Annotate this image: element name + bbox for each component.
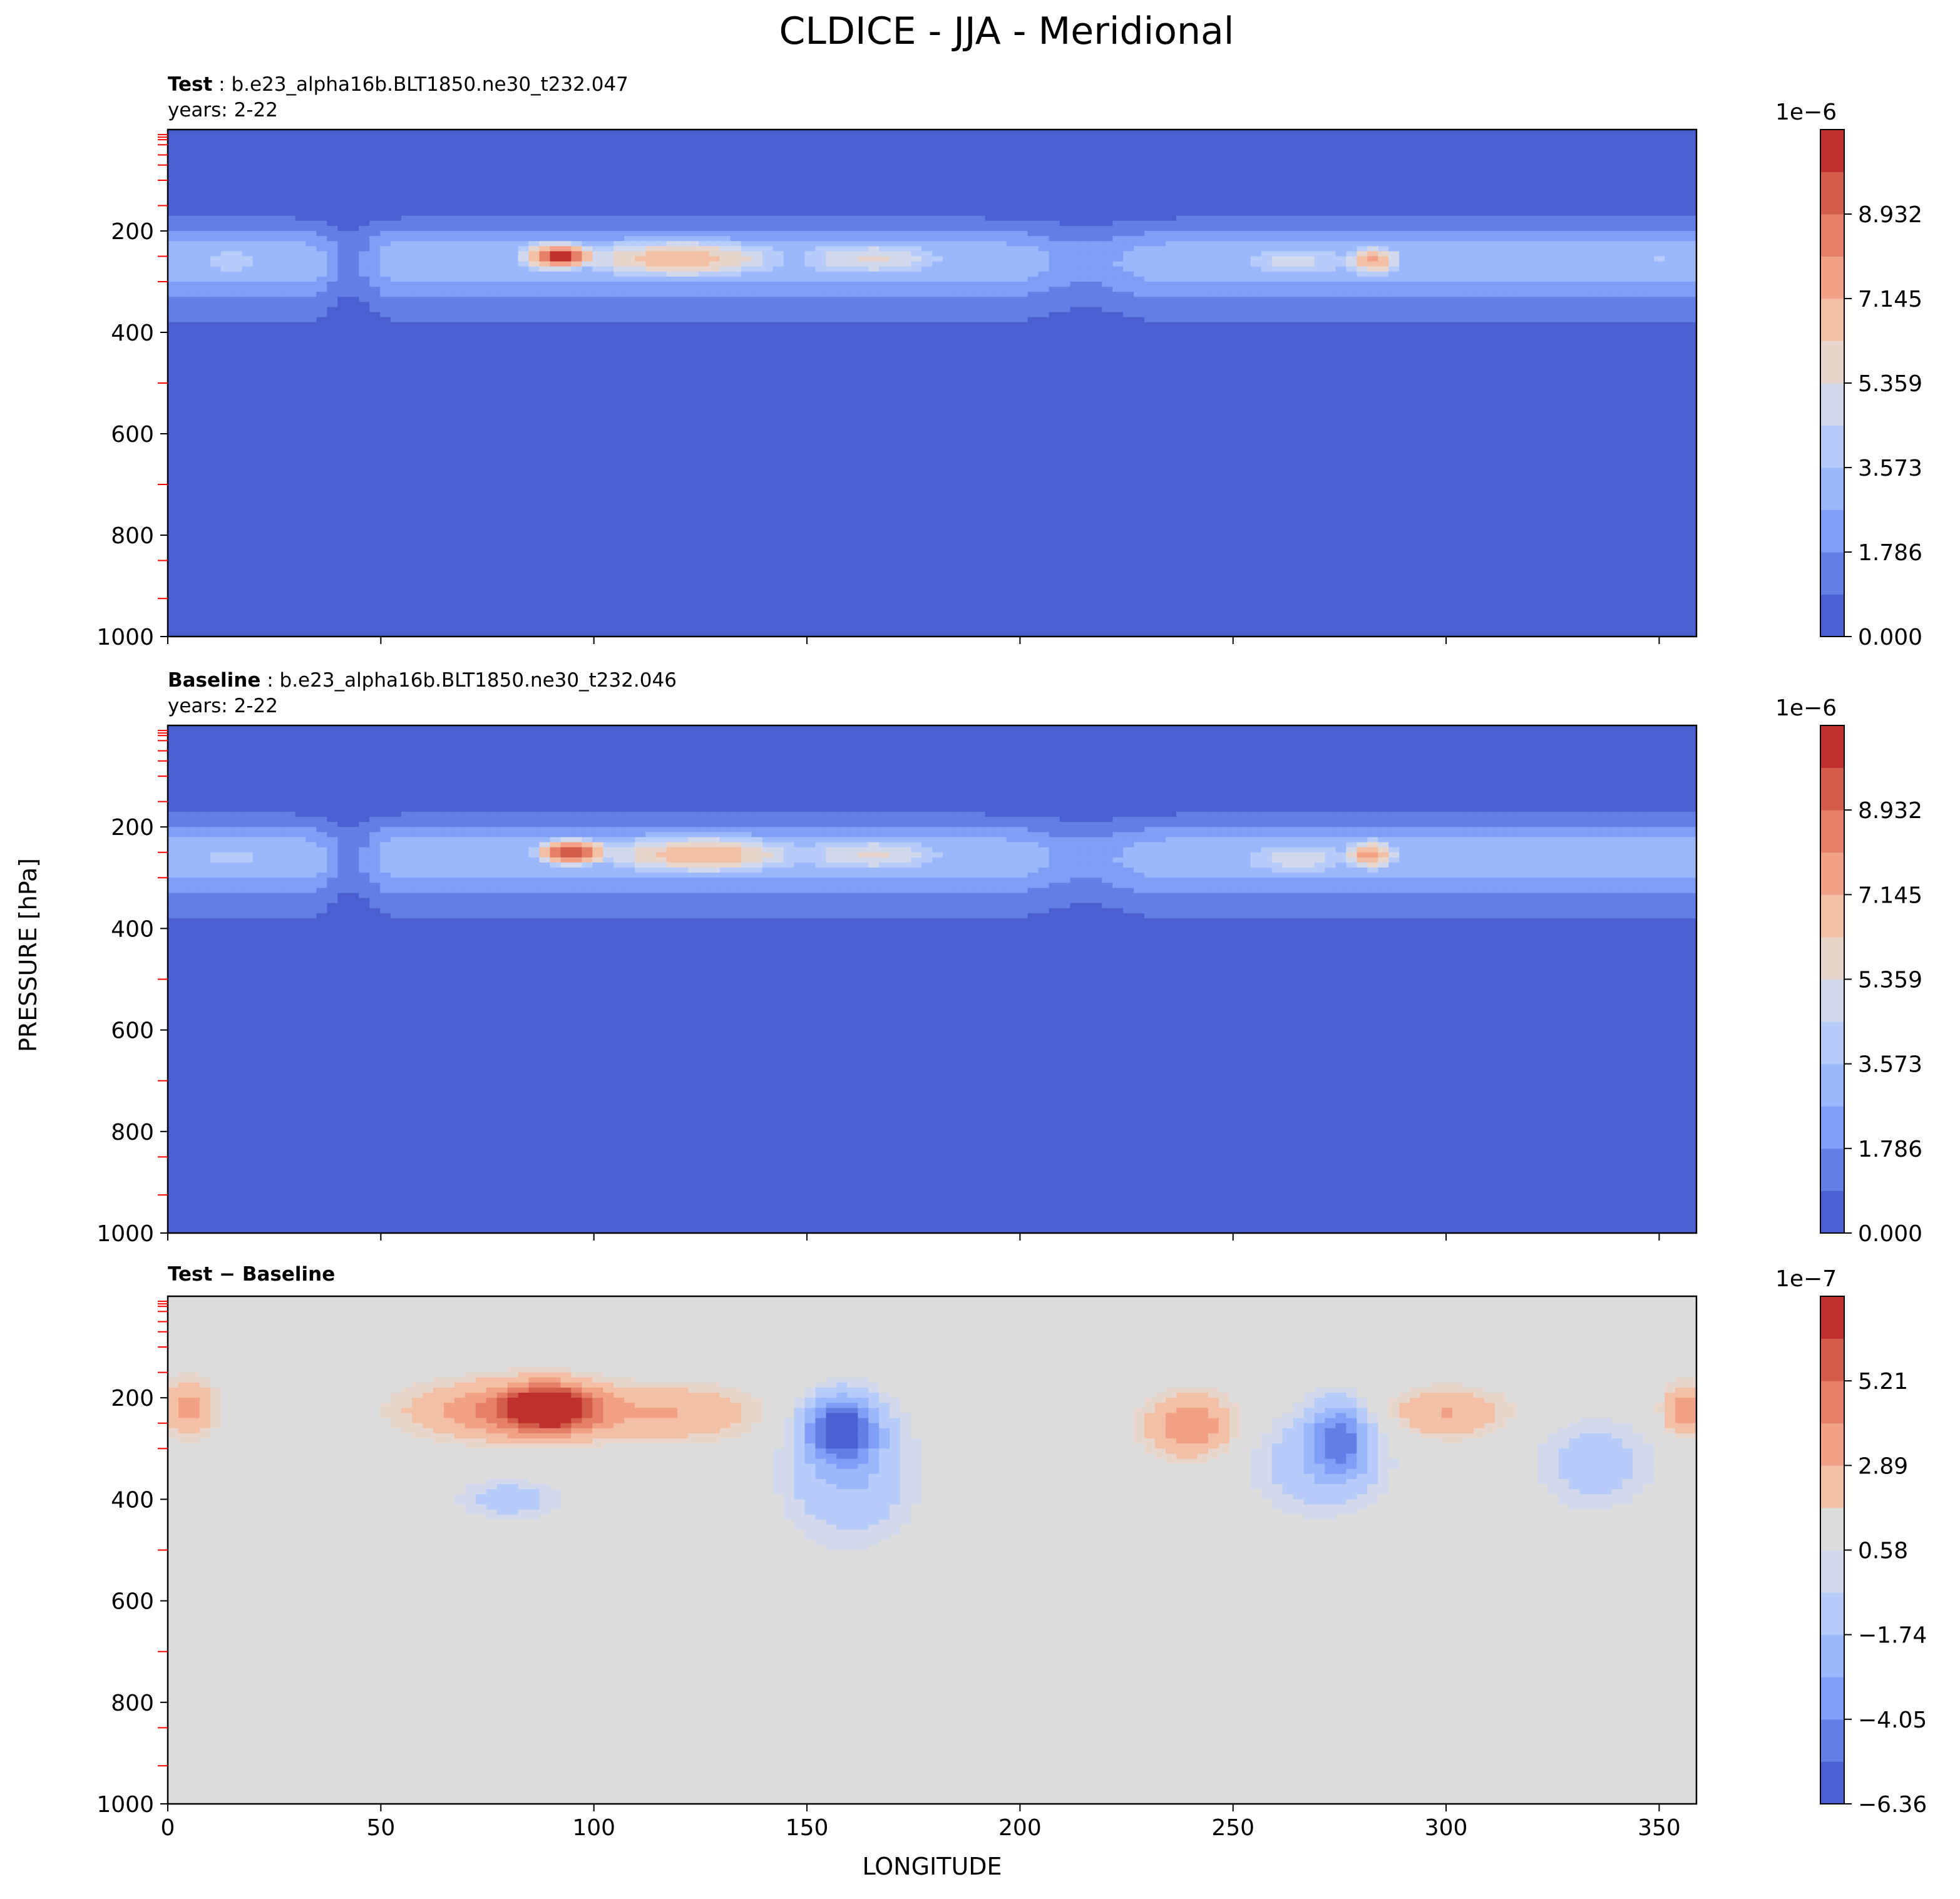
colorbar-swatch <box>1820 552 1844 595</box>
colorbar: 0.000 1.786 3.573 5.359 7.145 8.932 1e−6 <box>1775 695 1922 1247</box>
colorbar-swatch <box>1820 1338 1844 1381</box>
y-tick-label: 600 <box>111 422 154 448</box>
colorbar-swatch <box>1820 214 1844 257</box>
colorbar-tick-label: 7.145 <box>1858 883 1922 908</box>
colorbar-swatch <box>1820 1063 1844 1107</box>
colorbar-swatch <box>1820 1592 1844 1635</box>
x-tick-label: 200 <box>998 1815 1042 1841</box>
colorbar-swatch <box>1820 509 1844 553</box>
colorbar-swatch <box>1820 1677 1844 1720</box>
contour-field <box>168 725 1696 1233</box>
y-tick-label: 200 <box>111 815 154 841</box>
colorbar-swatch <box>1820 894 1844 938</box>
colorbar-swatch <box>1820 340 1844 384</box>
colorbar-swatch <box>1820 130 1844 172</box>
x-tick-label: 150 <box>786 1815 829 1841</box>
colorbar-tick-label: 7.145 <box>1858 287 1922 312</box>
x-axis-label: LONGITUDE <box>862 1853 1002 1880</box>
y-tick-label: 600 <box>111 1589 154 1615</box>
colorbar-tick-label: 2.89 <box>1858 1453 1908 1479</box>
x-tick-label: 100 <box>572 1815 615 1841</box>
colorbar-tick-label: −4.05 <box>1858 1707 1927 1733</box>
colorbar-swatch <box>1820 1465 1844 1508</box>
y-tick-label: 800 <box>111 1120 154 1145</box>
colorbar-tick-label: 5.359 <box>1858 968 1922 993</box>
x-tick-label: 350 <box>1638 1815 1681 1841</box>
colorbar-tick-label: 3.573 <box>1858 456 1922 481</box>
colorbar-swatch <box>1820 256 1844 299</box>
panel-baseline: Baseline : b.e23_alpha16b.BLT1850.ne30_t… <box>96 669 1922 1247</box>
colorbar-tick-label: 5.359 <box>1858 371 1922 397</box>
colorbar-swatch <box>1820 171 1844 215</box>
colorbar-tick-label: 1.786 <box>1858 1137 1922 1162</box>
y-tick-label: 600 <box>111 1018 154 1044</box>
x-tick-label: 50 <box>366 1815 395 1841</box>
figure-title: CLDICE - JJA - Meridional <box>779 9 1234 53</box>
colorbar-swatch <box>1820 1296 1844 1339</box>
panel-difference: Test − Baseline 0 50 100 150 200 250 300 350 200 4… <box>96 1263 1927 1841</box>
y-tick-label: 200 <box>111 219 154 245</box>
colorbar-swatch <box>1820 725 1844 769</box>
colorbar-swatch <box>1820 1021 1844 1065</box>
panel-label: Test : b.e23_alpha16b.BLT1850.ne30_t232.… <box>168 73 629 96</box>
colorbar-tick-label: 1.786 <box>1858 540 1922 566</box>
colorbar-swatch <box>1820 979 1844 1022</box>
colorbar-swatch <box>1820 1719 1844 1762</box>
x-tick-label: 0 <box>161 1815 175 1841</box>
contour-field <box>168 1296 1696 1804</box>
contour-field <box>168 130 1696 637</box>
y-tick-label: 400 <box>111 320 154 346</box>
colorbar-tick-label: 0.58 <box>1858 1538 1908 1564</box>
colorbar-tick-label: −1.74 <box>1858 1623 1927 1649</box>
colorbar-tick-label: 0.000 <box>1858 1221 1922 1247</box>
colorbar-swatch <box>1820 1761 1844 1804</box>
y-tick-label: 400 <box>111 1487 154 1513</box>
colorbar-swatch <box>1820 810 1844 853</box>
x-tick-label: 250 <box>1211 1815 1255 1841</box>
colorbar-swatch <box>1820 425 1844 468</box>
panel-label: Baseline : b.e23_alpha16b.BLT1850.ne30_t… <box>168 669 677 692</box>
panel-label: Test − Baseline <box>168 1263 335 1286</box>
panels: Test : b.e23_alpha16b.BLT1850.ne30_t232.… <box>96 73 1927 1841</box>
y-tick-label: 800 <box>111 1691 154 1716</box>
y-tick-label: 1000 <box>96 1792 154 1818</box>
colorbar-tick-label: −6.36 <box>1858 1792 1927 1818</box>
panel-years: years: 2-22 <box>168 695 278 717</box>
colorbar-swatch <box>1820 299 1844 341</box>
y-tick-label: 1000 <box>96 625 154 650</box>
colorbar: −6.36 −4.05 −1.74 0.58 2.89 5.21 1e−7 <box>1775 1266 1927 1818</box>
colorbar-swatch <box>1820 1550 1844 1593</box>
panel-years: years: 2-22 <box>168 99 278 121</box>
colorbar: 0.000 1.786 3.573 5.359 7.145 8.932 1e−6 <box>1775 100 1922 650</box>
y-tick-label: 1000 <box>96 1221 154 1247</box>
colorbar-swatch <box>1820 1423 1844 1466</box>
colorbar-swatch <box>1820 767 1844 811</box>
colorbar-exponent: 1e−6 <box>1775 695 1837 721</box>
colorbar-swatch <box>1820 594 1844 637</box>
colorbar-swatch <box>1820 383 1844 426</box>
colorbar-swatch <box>1820 1148 1844 1191</box>
y-tick-label: 200 <box>111 1386 154 1411</box>
colorbar-swatch <box>1820 852 1844 895</box>
y-tick-label: 800 <box>111 523 154 549</box>
colorbar-swatch <box>1820 1190 1844 1234</box>
panel-test: Test : b.e23_alpha16b.BLT1850.ne30_t232.… <box>96 73 1922 650</box>
colorbar-tick-label: 3.573 <box>1858 1052 1922 1078</box>
colorbar-swatch <box>1820 1634 1844 1677</box>
colorbar-tick-label: 0.000 <box>1858 625 1922 650</box>
colorbar-swatch <box>1820 1381 1844 1424</box>
colorbar-swatch <box>1820 1106 1844 1149</box>
colorbar-exponent: 1e−6 <box>1775 100 1837 125</box>
colorbar-swatch <box>1820 936 1844 980</box>
colorbar-swatch <box>1820 1507 1844 1550</box>
colorbar-tick-label: 5.21 <box>1858 1369 1908 1395</box>
colorbar-swatch <box>1820 468 1844 510</box>
colorbar-tick-label: 8.932 <box>1858 202 1922 228</box>
colorbar-exponent: 1e−7 <box>1775 1266 1837 1292</box>
colorbar-tick-label: 8.932 <box>1858 798 1922 824</box>
y-axis-label: PRESSURE [hPa] <box>14 858 42 1052</box>
x-tick-label: 300 <box>1425 1815 1468 1841</box>
y-tick-label: 400 <box>111 916 154 942</box>
